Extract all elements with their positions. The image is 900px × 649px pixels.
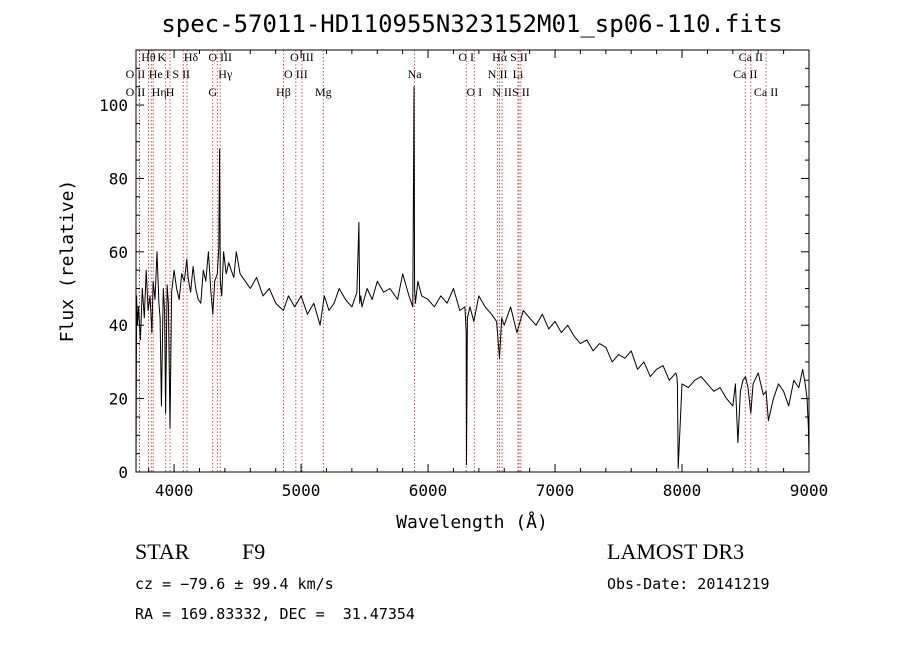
x-axis-ticks: 4000 5000 6000 7000 8000 9000: [148, 50, 829, 500]
line-label: Na: [408, 67, 423, 81]
line-label: Ca II: [754, 85, 778, 99]
line-label: O I: [466, 85, 482, 99]
line-label: N II: [492, 85, 512, 99]
x-tick-label: 6000: [409, 481, 448, 500]
x-tick-label: 9000: [790, 481, 829, 500]
line-label: O II: [126, 85, 146, 99]
line-label: Ca II: [733, 67, 757, 81]
line-label: He I: [149, 67, 170, 81]
plot-frame: [135, 49, 810, 473]
x-tick-label: 7000: [536, 481, 575, 500]
line-label: O I: [458, 50, 474, 64]
redshift-value: cz = −79.6 ± 99.4 km/s: [135, 575, 334, 593]
y-tick-label: 40: [109, 316, 128, 335]
object-class: STAR: [135, 539, 190, 564]
spectrum-line-0: [135, 86, 810, 473]
line-label: Ca II: [739, 50, 763, 64]
observation-date: Obs-Date: 20141219: [607, 575, 770, 593]
y-tick-label: 60: [109, 243, 128, 262]
spectrum-series: [135, 86, 810, 473]
coordinates: RA = 169.83332, DEC = 31.47354: [135, 605, 415, 623]
line-label: Hη: [152, 85, 167, 99]
line-label: K: [157, 50, 166, 64]
line-label: S II: [512, 85, 530, 99]
line-label: O II: [126, 67, 146, 81]
x-axis-label: Wavelength (Å): [396, 511, 548, 533]
x-tick-label: 4000: [155, 481, 194, 500]
line-label: Hδ: [184, 50, 199, 64]
chart-title: spec-57011-HD110955N323152M01_sp06-110.f…: [161, 10, 782, 38]
line-label: S II: [172, 67, 190, 81]
survey-name: LAMOST DR3: [607, 539, 745, 564]
line-label: G: [208, 85, 217, 99]
line-label: O III: [290, 50, 314, 64]
line-label: Hα: [492, 50, 508, 64]
line-label: H: [166, 85, 175, 99]
line-label: N II: [488, 67, 508, 81]
line-label: Hθ: [141, 50, 156, 64]
line-label: S II: [510, 50, 528, 64]
line-label: Hβ: [276, 85, 291, 99]
y-tick-label: 80: [109, 169, 128, 188]
y-tick-label: 100: [99, 96, 128, 115]
object-subclass: F9: [242, 539, 266, 564]
x-tick-label: 8000: [663, 481, 702, 500]
x-tick-label: 5000: [282, 481, 321, 500]
line-label: Mg: [315, 85, 332, 99]
line-label: O III: [284, 67, 308, 81]
y-tick-label: 20: [109, 390, 128, 409]
line-label: Hγ: [218, 67, 233, 81]
line-label: O III: [208, 50, 232, 64]
y-axis-label: Flux (relative): [57, 180, 78, 343]
y-axis-ticks: 0 20 40 60 80 100: [99, 67, 809, 482]
y-tick-label: 0: [118, 463, 128, 482]
line-label: Li: [513, 67, 524, 81]
